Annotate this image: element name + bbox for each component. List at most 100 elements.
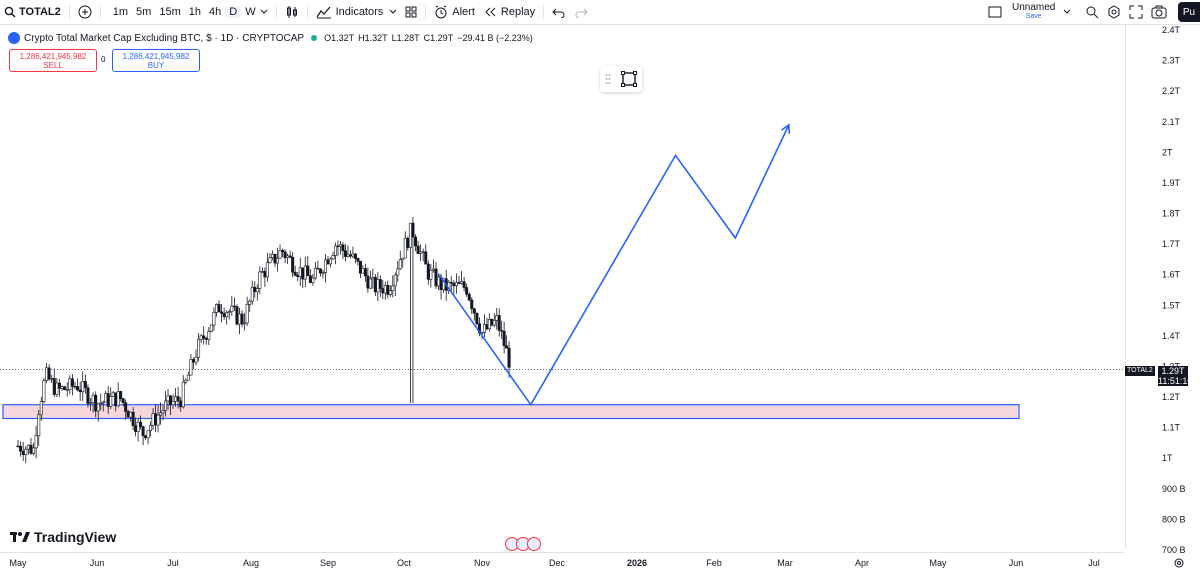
compare-button[interactable] bbox=[74, 0, 96, 24]
candle-body bbox=[480, 332, 484, 334]
candle-body bbox=[230, 305, 234, 312]
candle-body bbox=[328, 258, 332, 265]
replay-button[interactable]: Replay bbox=[479, 0, 539, 24]
candle-body bbox=[452, 282, 456, 287]
candle-body bbox=[136, 421, 140, 432]
candle-body bbox=[497, 315, 501, 331]
candle-body bbox=[308, 275, 312, 283]
redo-button[interactable] bbox=[570, 0, 592, 24]
publish-button[interactable]: Pu bbox=[1178, 2, 1200, 22]
candle-body bbox=[263, 271, 267, 278]
divider bbox=[68, 5, 70, 19]
candle-body bbox=[396, 268, 400, 276]
candle-body bbox=[507, 347, 511, 368]
candle-body bbox=[151, 413, 155, 426]
buy-button[interactable]: 1,286,421,945,982 BUY bbox=[112, 49, 200, 72]
candle-body bbox=[73, 386, 77, 388]
layout-controls: Unnamed Save bbox=[988, 0, 1167, 24]
drawing-floating-toolbar bbox=[600, 66, 642, 92]
camera-icon[interactable] bbox=[1151, 5, 1167, 19]
candle-body bbox=[361, 268, 365, 274]
chevron-down-icon[interactable] bbox=[260, 9, 268, 15]
candle-body bbox=[416, 245, 420, 254]
indicators-button[interactable]: Indicators bbox=[312, 0, 402, 24]
chevron-down-icon bbox=[389, 9, 397, 15]
settings-icon[interactable] bbox=[1107, 5, 1121, 19]
candle-body bbox=[60, 386, 64, 389]
candle-body bbox=[260, 271, 264, 273]
chart-type-button[interactable] bbox=[281, 0, 303, 24]
fullscreen-icon[interactable] bbox=[1129, 5, 1143, 19]
candle-body bbox=[144, 435, 148, 439]
candle-body bbox=[336, 245, 340, 248]
interval-15m[interactable]: 15m bbox=[159, 6, 181, 18]
sell-button[interactable]: 1,286,421,945,982 SELL bbox=[9, 49, 97, 72]
candle-body bbox=[101, 401, 105, 404]
current-symbol-tag: TOTAL2 bbox=[1125, 366, 1155, 376]
legend-low: L1.28T bbox=[391, 33, 420, 43]
candle-body bbox=[227, 311, 231, 313]
tradingview-watermark: TradingView bbox=[10, 529, 116, 545]
candle-body bbox=[313, 267, 317, 279]
layout-save-button[interactable]: Unnamed Save bbox=[1012, 3, 1055, 21]
top-toolbar: TOTAL2 1m 5m 15m 1h 4h D W Indicators bbox=[0, 0, 1200, 25]
interval-d[interactable]: D bbox=[225, 6, 242, 18]
candle-body bbox=[258, 271, 262, 289]
candle-body bbox=[126, 411, 130, 418]
candle-body bbox=[356, 258, 360, 262]
chevron-down-icon[interactable] bbox=[1063, 9, 1071, 15]
drag-handle-icon[interactable] bbox=[605, 73, 611, 85]
candle-body bbox=[169, 395, 173, 406]
interval-1m[interactable]: 1m bbox=[112, 6, 129, 18]
alert-button[interactable]: Alert bbox=[430, 0, 479, 24]
candle-body bbox=[371, 277, 375, 280]
candle-body bbox=[124, 402, 128, 412]
candle-body bbox=[333, 245, 337, 256]
undo-button[interactable] bbox=[548, 0, 570, 24]
candle-body bbox=[209, 324, 213, 332]
candle-body bbox=[63, 386, 67, 390]
time-axis[interactable] bbox=[0, 552, 1125, 574]
candle-body bbox=[19, 445, 23, 452]
candle-body bbox=[202, 335, 206, 339]
candle-body bbox=[408, 222, 412, 248]
candle-body bbox=[253, 286, 257, 292]
candle-body bbox=[278, 249, 282, 259]
interval-w[interactable]: W bbox=[245, 6, 256, 18]
price-axis[interactable] bbox=[1125, 24, 1200, 549]
candle-body bbox=[341, 244, 345, 251]
candle-body bbox=[467, 293, 471, 301]
candle-body bbox=[76, 386, 80, 391]
quick-search-icon[interactable] bbox=[1085, 5, 1099, 19]
candle-body bbox=[470, 299, 474, 310]
us-flag-event-icon[interactable] bbox=[527, 537, 541, 551]
chart-settings-gear[interactable] bbox=[1173, 556, 1185, 574]
candle-body bbox=[439, 276, 443, 290]
symbol-search[interactable]: TOTAL2 bbox=[0, 0, 65, 24]
candle-body bbox=[276, 257, 280, 264]
interval-1h[interactable]: 1h bbox=[188, 6, 201, 18]
candle-body bbox=[338, 244, 342, 248]
templates-button[interactable] bbox=[401, 0, 421, 24]
candle-body bbox=[311, 277, 315, 283]
candle-body bbox=[268, 257, 272, 264]
interval-5m[interactable]: 5m bbox=[136, 6, 152, 18]
interval-4h[interactable]: 4h bbox=[208, 6, 222, 18]
candle-body bbox=[24, 448, 28, 456]
candle-body bbox=[490, 318, 494, 326]
sell-price: 1,286,421,945,982 bbox=[19, 51, 87, 61]
legend-title[interactable]: Crypto Total Market Cap Excluding BTC, $… bbox=[24, 32, 305, 44]
candle-body bbox=[197, 339, 201, 358]
candle-body bbox=[232, 305, 236, 308]
layout-icon[interactable] bbox=[988, 6, 1002, 18]
rectangle-tool-icon[interactable] bbox=[621, 71, 637, 87]
candle-body bbox=[212, 312, 216, 326]
candle-body bbox=[434, 268, 438, 287]
legend-close: C1.29T bbox=[423, 33, 454, 43]
candle-body bbox=[146, 430, 150, 439]
legend-change: −29.41 B (−2.23%) bbox=[457, 33, 533, 43]
candle-body bbox=[386, 284, 390, 295]
candle-body bbox=[353, 253, 357, 259]
candle-body bbox=[265, 262, 269, 278]
candle-body bbox=[176, 396, 180, 402]
